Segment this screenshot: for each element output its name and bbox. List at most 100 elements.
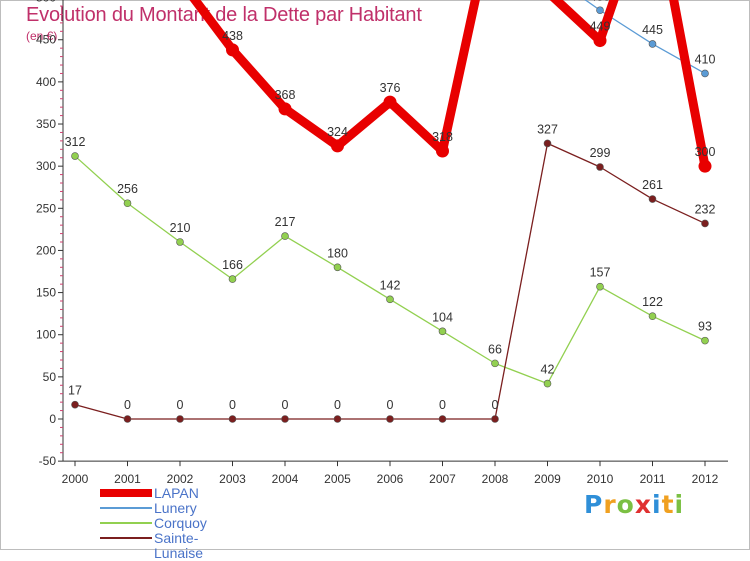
data-label-sainte-lunaise: 0 (124, 398, 131, 412)
data-point-sainte-lunaise (281, 415, 289, 423)
data-label-corquoy: 42 (541, 363, 555, 377)
x-tick-label: 2008 (482, 472, 509, 486)
data-label-sainte-lunaise: 0 (282, 398, 289, 412)
data-point-sainte-lunaise (648, 195, 657, 203)
unit-label: (en €) (26, 29, 58, 43)
data-point-lapan (593, 34, 607, 48)
y-tick-label: 400 (36, 75, 56, 89)
data-point-sainte-lunaise (438, 415, 447, 423)
y-tick-label: 250 (36, 201, 56, 215)
data-point-lapan (226, 43, 239, 57)
data-point-lunery (596, 6, 604, 15)
y-tick-label: 150 (36, 286, 56, 300)
data-label-sainte-lunaise: 299 (590, 146, 611, 160)
x-tick-label: 2003 (219, 472, 246, 486)
legend-label: Lunery (154, 500, 197, 516)
series-line-corquoy (74, 155, 706, 385)
data-label-sainte-lunaise: 0 (492, 398, 499, 412)
data-label-lapan: 376 (380, 81, 401, 95)
x-tick-label: 2006 (377, 472, 404, 486)
data-point-sainte-lunaise (228, 415, 237, 423)
x-tick-label: 2000 (62, 472, 89, 486)
data-point-corquoy (491, 359, 499, 368)
y-tick-label: 300 (36, 159, 56, 173)
logo-letter: P (584, 490, 604, 519)
data-point-corquoy (281, 232, 289, 240)
y-tick-label: -50 (39, 454, 57, 468)
y-tick-label: 200 (36, 243, 56, 257)
logo-letter: i (674, 490, 685, 519)
data-point-corquoy (386, 295, 394, 304)
data-point-corquoy (333, 263, 342, 272)
data-label-corquoy: 210 (170, 221, 191, 235)
legend-swatch (100, 537, 152, 539)
x-tick-label: 2001 (114, 472, 141, 486)
data-point-lunery (701, 69, 709, 78)
x-tick-label: 2007 (429, 472, 456, 486)
data-label-sainte-lunaise: 0 (439, 398, 446, 412)
x-tick-label: 2012 (692, 472, 719, 486)
data-point-sainte-lunaise (491, 415, 499, 423)
logo-letter: t (661, 490, 675, 519)
y-tick-label: 0 (49, 412, 56, 426)
data-point-corquoy (176, 238, 184, 246)
y-tick-label: 450 (36, 33, 56, 47)
data-label-sainte-lunaise: 261 (642, 178, 663, 192)
y-tick-label: 100 (36, 328, 56, 342)
data-point-corquoy (228, 275, 237, 283)
data-label-lunery: 445 (642, 23, 663, 37)
data-label-sainte-lunaise: 327 (537, 122, 558, 136)
data-point-corquoy (596, 282, 604, 291)
data-label-corquoy: 180 (327, 246, 348, 260)
data-label-lapan: 449 (590, 20, 611, 34)
data-label-lapan: 318 (432, 130, 453, 144)
data-label-corquoy: 104 (432, 310, 453, 324)
data-point-corquoy (123, 199, 132, 208)
data-point-corquoy (543, 379, 552, 388)
data-label-sainte-lunaise: 232 (695, 202, 716, 216)
data-label-corquoy: 142 (380, 278, 401, 292)
data-label-sainte-lunaise: 0 (387, 398, 394, 412)
data-label-corquoy: 256 (117, 182, 138, 196)
proxiti-logo: Proxiti (584, 490, 684, 519)
legend-label: Sainte-Lunaise (154, 530, 204, 561)
logo-letter: i (652, 490, 662, 519)
data-point-lapan (383, 95, 397, 109)
data-label-lunery: 410 (695, 52, 716, 66)
data-point-lapan (278, 102, 292, 116)
data-point-sainte-lunaise (176, 415, 184, 423)
logo-letter: x (634, 490, 652, 519)
data-point-sainte-lunaise (123, 415, 132, 423)
legend-swatch (100, 522, 152, 524)
x-tick-label: 2011 (640, 472, 666, 486)
data-label-corquoy: 166 (222, 258, 243, 272)
logo-letter: o (616, 490, 635, 519)
y-tick-label: 350 (36, 117, 56, 131)
legend-label: Corquoy (154, 515, 207, 531)
data-point-corquoy (438, 327, 447, 336)
x-tick-label: 2002 (167, 472, 194, 486)
data-label-lunery: 485 (590, 0, 611, 3)
x-tick-label: 2005 (324, 472, 351, 486)
x-tick-label: 2010 (587, 472, 614, 486)
data-point-lapan (331, 139, 344, 153)
data-point-corquoy (71, 152, 79, 160)
data-label-lapan: 300 (695, 145, 716, 159)
x-tick-label: 2004 (272, 472, 299, 486)
data-point-corquoy (648, 312, 657, 320)
data-label-sainte-lunaise: 0 (177, 398, 184, 412)
logo-letter: r (603, 490, 617, 519)
data-point-sainte-lunaise (386, 415, 394, 423)
data-label-corquoy: 157 (590, 266, 611, 280)
data-point-sainte-lunaise (333, 415, 342, 423)
data-label-lapan: 438 (222, 29, 243, 43)
data-point-sainte-lunaise (543, 139, 552, 148)
chart-title: Evolution du Montant de la Dette par Hab… (26, 4, 422, 26)
data-label-lapan: 368 (275, 88, 296, 102)
data-point-corquoy (701, 336, 709, 345)
data-label-corquoy: 312 (65, 135, 86, 149)
data-label-sainte-lunaise: 0 (334, 398, 341, 412)
data-point-sainte-lunaise (596, 163, 604, 171)
data-label-sainte-lunaise: 0 (229, 398, 236, 412)
